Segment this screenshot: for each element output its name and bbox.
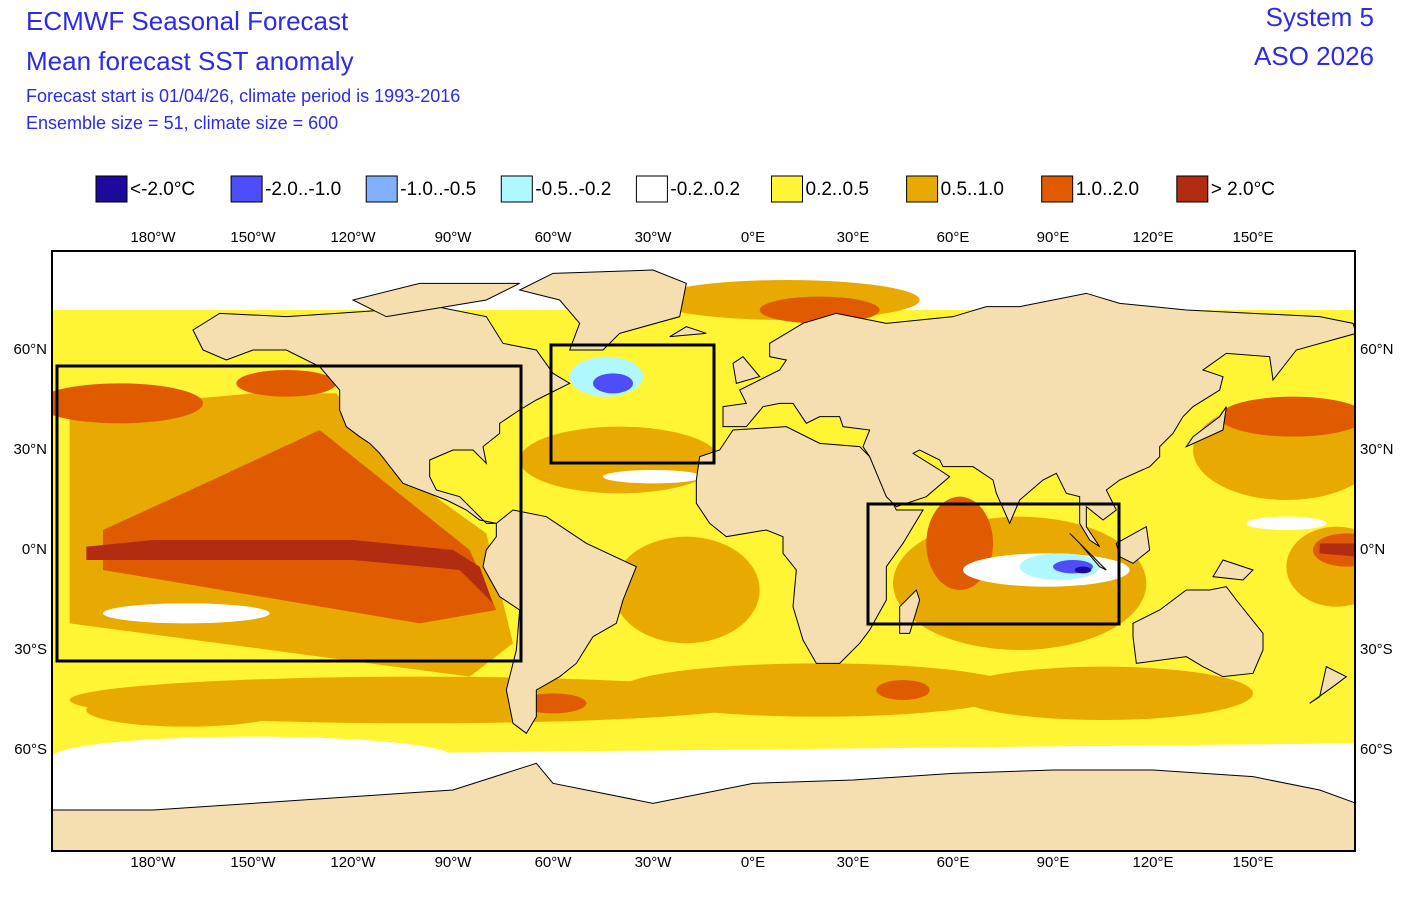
land xyxy=(1309,665,1348,704)
lat-label: 30°N xyxy=(13,441,47,458)
legend-swatch xyxy=(771,175,803,203)
legend-label: 0.5..1.0 xyxy=(941,179,1004,200)
lon-label: 120°W xyxy=(330,229,376,246)
anomaly-area xyxy=(102,603,270,624)
region-boxes xyxy=(55,343,1121,663)
land xyxy=(351,282,520,318)
legend-swatch xyxy=(906,175,939,203)
lat-label: 60°N xyxy=(1360,341,1394,358)
anomaly-area xyxy=(619,663,1020,717)
lon-label: 150°E xyxy=(1232,229,1273,246)
anomaly-area xyxy=(86,540,493,604)
anomaly-area xyxy=(593,373,633,394)
land xyxy=(192,306,571,524)
land xyxy=(52,762,1355,851)
lon-label: 90°E xyxy=(1037,854,1070,871)
lat-label: 0°N xyxy=(22,541,47,558)
lon-label: 150°E xyxy=(1232,854,1273,871)
lon-label: 60°W xyxy=(535,854,573,871)
lat-label: 30°S xyxy=(14,641,47,658)
info-line: Forecast start is 01/04/26, climate peri… xyxy=(26,86,460,106)
legend-swatch xyxy=(500,175,533,203)
anomaly-area xyxy=(876,680,930,700)
subtitle: Mean forecast SST anomaly xyxy=(26,46,354,76)
legend-label: -2.0..-1.0 xyxy=(265,179,341,200)
legend-label: -0.2..0.2 xyxy=(670,179,740,200)
legend-label: <-2.0°C xyxy=(130,179,195,200)
anomaly-area xyxy=(613,536,760,644)
legend: <-2.0°C -2.0..-1.0 -1.0..-0.5 -0.5..-0.2 -0.… xyxy=(95,175,1275,203)
land xyxy=(695,426,924,664)
anomaly-area xyxy=(603,470,703,484)
lon-label: 60°E xyxy=(937,229,970,246)
anomaly-area xyxy=(103,430,497,624)
anomaly-area xyxy=(1319,543,1355,557)
anomaly-area xyxy=(52,383,203,424)
legend-label: -0.5..-0.2 xyxy=(535,179,611,200)
lon-label: 90°E xyxy=(1037,229,1070,246)
lon-label: 180°W xyxy=(130,854,176,871)
legend-swatch xyxy=(635,175,668,203)
legend-label: -1.0..-0.5 xyxy=(400,179,476,200)
lon-label: 180°W xyxy=(130,229,176,246)
lon-label: 90°W xyxy=(435,854,473,871)
lon-label: 30°W xyxy=(635,854,673,871)
lat-label: 0°N xyxy=(1360,541,1385,558)
lon-label: 120°W xyxy=(330,854,376,871)
legend-label: 0.2..0.5 xyxy=(806,179,869,200)
title: ECMWF Seasonal Forecast xyxy=(26,6,349,36)
lon-label: 30°E xyxy=(837,229,870,246)
lat-label: 30°N xyxy=(1360,441,1394,458)
legend-label: 1.0..2.0 xyxy=(1076,179,1139,200)
anomaly-area xyxy=(86,693,287,727)
anomaly-area xyxy=(53,736,453,777)
lon-label: 150°W xyxy=(230,229,276,246)
map-frame xyxy=(51,250,1356,852)
lat-label: 60°S xyxy=(14,741,47,758)
period: ASO 2026 xyxy=(1254,41,1374,71)
land xyxy=(1184,406,1227,448)
lon-label: 120°E xyxy=(1132,229,1173,246)
lon-label: 0°E xyxy=(741,854,765,871)
lat-label: 60°N xyxy=(13,341,47,358)
land xyxy=(1069,532,1107,571)
anomaly-area xyxy=(236,370,337,397)
legend-swatch xyxy=(230,175,263,203)
land xyxy=(669,326,707,338)
lon-label: 60°W xyxy=(535,229,573,246)
land xyxy=(732,356,761,384)
legend-swatch xyxy=(365,175,398,203)
lon-label: 90°W xyxy=(435,229,473,246)
lon-label: 30°E xyxy=(837,854,870,871)
legend-swatch xyxy=(95,175,128,203)
lon-label: 120°E xyxy=(1132,854,1173,871)
legend-swatch xyxy=(1041,175,1074,203)
legend-swatch xyxy=(1176,175,1209,203)
map xyxy=(52,251,1355,851)
anomaly-area xyxy=(953,666,1253,720)
atlantic-box xyxy=(549,343,716,465)
lat-label: 30°S xyxy=(1360,641,1393,658)
axis-labels: 180°W 180°W 150°W 150°W 120°W 120°W 90°W 90°W 60… xyxy=(13,229,1393,871)
lon-label: 150°W xyxy=(230,854,276,871)
nino-box xyxy=(55,364,523,663)
land xyxy=(1132,586,1264,678)
lon-label: 60°E xyxy=(937,854,970,871)
indian-box xyxy=(866,502,1121,626)
anomaly-area xyxy=(1219,396,1355,437)
land xyxy=(722,292,1355,548)
info-line: Ensemble size = 51, climate size = 600 xyxy=(26,113,338,133)
land xyxy=(1212,559,1254,581)
lat-label: 60°S xyxy=(1360,741,1393,758)
system: System 5 xyxy=(1266,2,1374,32)
lon-label: 0°E xyxy=(741,229,765,246)
anomaly-area xyxy=(1074,566,1092,574)
lon-label: 30°W xyxy=(635,229,673,246)
anomaly-area xyxy=(1246,516,1327,530)
land xyxy=(518,269,687,351)
legend-label: > 2.0°C xyxy=(1211,179,1275,200)
